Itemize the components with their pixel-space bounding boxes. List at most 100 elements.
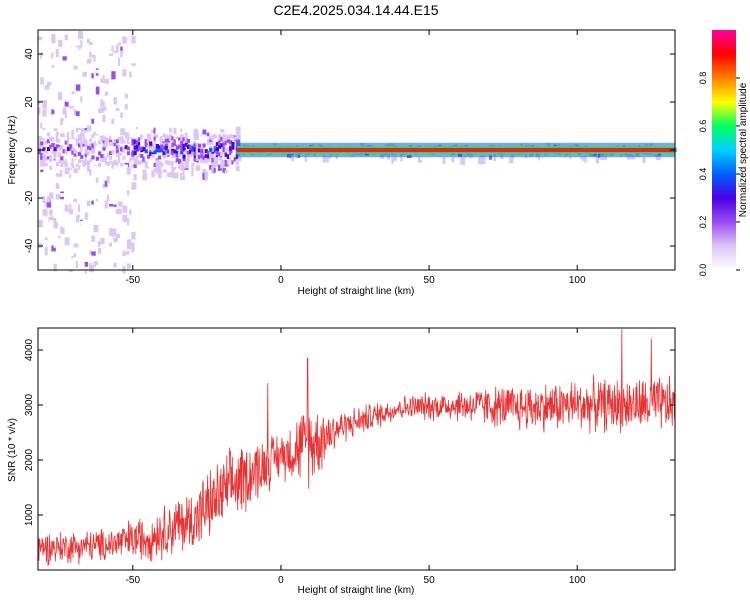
spectrogram-cell	[166, 135, 171, 142]
spectrogram-cell	[120, 91, 124, 100]
spectrogram-cell	[91, 143, 95, 148]
spectrogram-cell	[57, 152, 62, 157]
spectrogram-x-tick-label: -50	[126, 275, 141, 286]
spectrogram-cell	[217, 160, 222, 165]
spectrogram-cell	[231, 153, 236, 160]
spectrogram-cell	[60, 226, 65, 234]
spectrogram-cell	[222, 153, 225, 160]
spectrogram-cell	[91, 133, 95, 138]
spectrogram-cell	[97, 170, 102, 179]
spectrogram-cell	[102, 206, 107, 214]
spectrogram-cell	[184, 142, 188, 147]
spectrogram-cell	[49, 136, 53, 141]
spectrogram-cell	[117, 144, 122, 149]
spectrogram-cell	[75, 84, 81, 91]
spectrogram-cell	[62, 132, 66, 137]
spectrogram-cell	[55, 156, 59, 161]
spectrogram-cell	[115, 162, 119, 167]
snr-y-ticks: 1000 2000 3000 4000	[24, 338, 675, 526]
spectrogram-cell	[224, 170, 228, 174]
spectrogram-cell	[177, 129, 181, 137]
spectrogram-cell	[144, 142, 148, 147]
colorbar-ticks: 0.0 0.2 0.4 0.6 0.8	[698, 72, 740, 276]
spectrogram-cell	[75, 127, 80, 133]
spectrogram-cell	[169, 172, 174, 178]
spectrogram-cell	[126, 151, 131, 156]
spectrogram-cell	[64, 34, 69, 40]
spectrogram-cell	[191, 162, 195, 167]
snr-panel: -50 0 50 100 1000 2000 3000 4000 Height of str…	[7, 327, 676, 596]
spectrogram-cell	[204, 162, 208, 167]
spectrogram-cell	[64, 140, 68, 145]
spectrogram-cell	[69, 209, 73, 215]
spectrogram-cell	[162, 151, 166, 156]
spectrogram-cell	[89, 157, 93, 162]
spectrogram-cell	[580, 156, 584, 160]
spectrogram-cell	[97, 130, 102, 135]
spectrogram-cell	[209, 145, 213, 150]
spectrogram-cell	[151, 149, 155, 154]
spectrogram-cell	[49, 165, 53, 170]
colorbar-tick-label: 0.6	[698, 120, 708, 133]
spectrogram-cell	[104, 180, 108, 187]
spectrogram-cell	[69, 194, 72, 201]
spectrogram-cell	[97, 103, 102, 109]
spectrogram-cell	[226, 141, 231, 145]
spectrogram-cell	[184, 170, 189, 177]
spectrogram-cell	[131, 63, 136, 66]
spectrogram-cell	[49, 154, 53, 159]
spectrogram-cell	[126, 137, 131, 142]
spectrogram-cell	[102, 253, 108, 261]
spectrogram-cell	[89, 143, 93, 148]
spectrogram-cell	[160, 128, 165, 131]
spectrogram-cell	[477, 157, 483, 165]
spectrogram-cell	[120, 156, 124, 164]
spectrogram-cell	[206, 150, 211, 155]
spectrogram-cell	[40, 159, 44, 164]
spectrogram-y-tick-label: -40	[24, 238, 35, 253]
spectrogram-cell	[120, 112, 124, 118]
spectrogram-cell	[86, 125, 92, 134]
spectrogram-cell	[122, 149, 126, 154]
spectrogram-cell	[51, 245, 56, 252]
spectrogram-cell	[71, 157, 74, 164]
spectrogram-cell	[46, 139, 51, 144]
spectrogram-cell	[113, 139, 117, 144]
spectrogram-cell	[106, 59, 110, 62]
spectrogram-cell	[197, 143, 202, 148]
spectrogram-cell	[102, 129, 106, 134]
spectrogram-cell	[62, 56, 67, 61]
spectrogram-cell	[71, 129, 74, 137]
spectrogram-cell	[51, 79, 56, 85]
spectrogram-cell	[104, 91, 109, 96]
spectrogram-cell	[173, 135, 177, 140]
spectrogram-cell	[86, 200, 91, 207]
spectrogram-cell	[84, 269, 87, 274]
spectrogram-cell	[53, 164, 57, 169]
spectrogram-cell	[164, 149, 168, 154]
spectrogram-cell	[40, 162, 45, 167]
spectrogram-cell	[226, 138, 231, 143]
spectrogram-cell	[64, 150, 68, 155]
spectrogram-cell	[77, 204, 81, 212]
spectrogram-cell	[89, 130, 93, 135]
spectrogram-cell	[222, 148, 226, 153]
spectrogram-cell	[100, 154, 104, 159]
spectrogram-cell	[133, 149, 138, 152]
spectrogram-cell	[164, 134, 168, 139]
spectrogram-cell	[40, 122, 43, 129]
spectrogram-cell	[46, 81, 51, 90]
spectrogram-cell	[49, 254, 54, 263]
spectrogram-cell	[226, 154, 231, 159]
spectrogram-cell	[220, 170, 225, 176]
spectrogram-cell	[38, 135, 42, 140]
colorbar-label: Normalized spectral amplitude	[738, 82, 749, 217]
spectrogram-cell	[231, 134, 235, 139]
spectrogram-cell	[57, 220, 63, 226]
spectrogram-cell	[115, 233, 120, 239]
spectrogram-cell	[131, 242, 135, 250]
spectrogram-cell	[57, 235, 61, 239]
spectrogram-cell	[91, 118, 95, 124]
spectrogram-cell	[209, 149, 214, 157]
spectrogram-cell	[55, 194, 61, 200]
